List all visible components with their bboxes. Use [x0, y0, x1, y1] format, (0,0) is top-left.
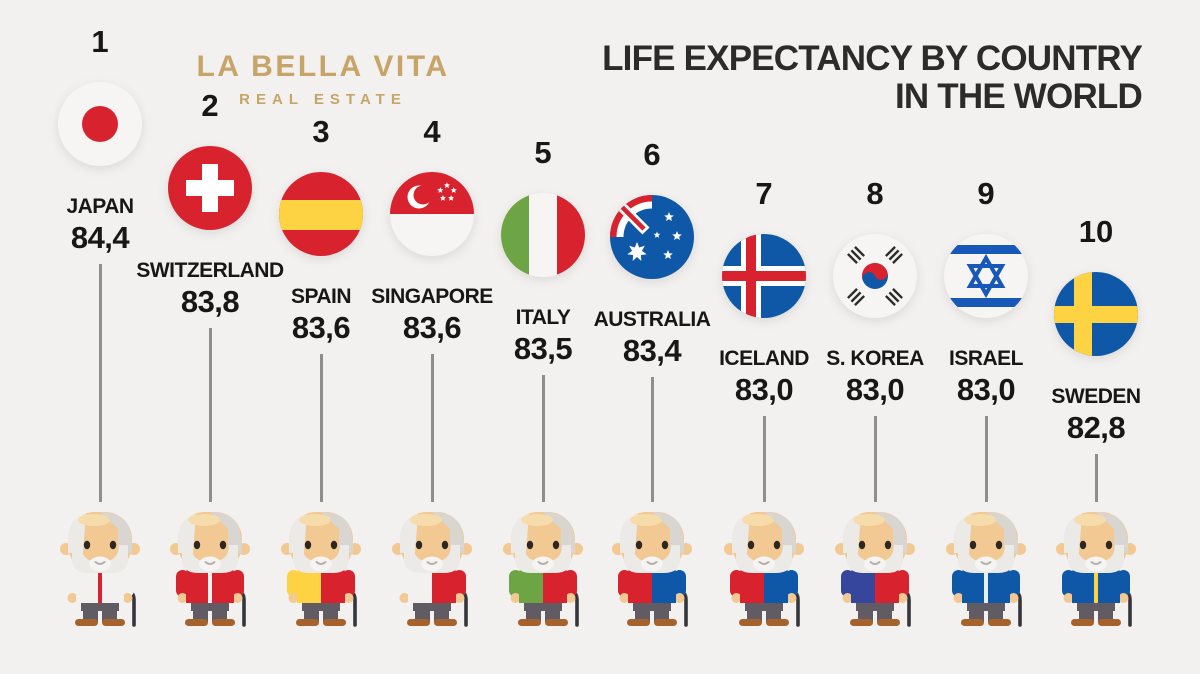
country-name: SPAIN	[290, 285, 352, 308]
country-column-italy: 5 ITALY 83,5	[463, 0, 623, 674]
australia-flag-icon	[610, 195, 694, 279]
country-name: SWEDEN	[1051, 385, 1141, 408]
elderly-man-icon	[493, 507, 593, 627]
rank-label: 7	[755, 176, 773, 211]
country-column-spain: 3 SPAIN 83,6	[241, 0, 401, 674]
country-name: S. KOREA	[826, 347, 924, 370]
israel-flag-icon	[944, 234, 1028, 318]
country-name: ISRAEL	[948, 347, 1024, 370]
country-name: JAPAN	[66, 195, 134, 218]
rank-label: 10	[1078, 214, 1114, 249]
iceland-flag-icon	[722, 234, 806, 318]
country-column-singapore: 4 SINGAPORE 83,6	[352, 0, 512, 674]
life-expectancy-value: 82,8	[1066, 410, 1126, 445]
brand-name: LA BELLA VITA	[196, 50, 450, 83]
life-expectancy-value: 83,8	[180, 284, 240, 319]
title-line-2: IN THE WORLD	[894, 77, 1143, 116]
japan-flag-icon	[58, 82, 142, 166]
country-name: AUSTRALIA	[593, 308, 711, 331]
connector-line	[984, 416, 988, 502]
country-name: SWITZERLAND	[136, 259, 284, 282]
singapore-flag-icon	[390, 172, 474, 256]
spain-flag-icon	[279, 172, 363, 256]
country-column-sweden: 10 SWEDEN 82,8	[1016, 0, 1176, 674]
country-column-s-korea: 8 S. KOREA 83,0	[795, 0, 955, 674]
life-expectancy-value: 83,4	[622, 333, 682, 368]
elderly-man-icon	[825, 507, 925, 627]
elderly-man-icon	[1046, 507, 1146, 627]
switzerland-flag-icon	[168, 146, 252, 230]
connector-line	[1094, 454, 1098, 502]
connector-line	[762, 416, 766, 502]
connector-line	[98, 264, 102, 502]
rank-label: 3	[312, 114, 330, 149]
elderly-man-icon	[714, 507, 814, 627]
life-expectancy-value: 83,5	[513, 331, 573, 366]
rank-label: 5	[534, 135, 552, 170]
elderly-man-icon	[271, 507, 371, 627]
life-expectancy-value: 83,6	[402, 310, 462, 345]
country-column-iceland: 7 ICELAND 83,0	[684, 0, 844, 674]
title-line-1: LIFE EXPECTANCY BY COUNTRY	[602, 39, 1143, 78]
brand-logo: LA BELLA VITA REAL ESTATE	[170, 50, 476, 108]
italy-flag-icon	[501, 193, 585, 277]
connector-line	[208, 328, 212, 502]
country-column-japan: 1 JAPAN 84,4	[20, 0, 180, 674]
elderly-man-icon	[160, 507, 260, 627]
country-name: ITALY	[515, 306, 571, 329]
elderly-man-icon	[382, 507, 482, 627]
rank-label: 6	[643, 137, 661, 172]
connector-line	[541, 375, 545, 502]
country-column-switzerland: 2 SWITZERLAND 83,8	[130, 0, 290, 674]
rank-label: 1	[91, 24, 109, 59]
country-name: ICELAND	[719, 347, 809, 370]
life-expectancy-value: 83,0	[956, 372, 1016, 407]
rank-label: 8	[866, 176, 884, 211]
life-expectancy-value: 83,6	[291, 310, 351, 345]
elderly-man-icon	[936, 507, 1036, 627]
brand-subtitle: REAL ESTATE	[239, 91, 407, 108]
life-expectancy-value: 83,0	[845, 372, 905, 407]
connector-line	[319, 354, 323, 502]
sweden-flag-icon	[1054, 272, 1138, 356]
elderly-man-icon	[50, 507, 150, 627]
rank-label: 9	[977, 176, 995, 211]
rank-label: 2	[201, 88, 219, 123]
connector-line	[650, 377, 654, 502]
skorea-flag-icon	[833, 234, 917, 318]
country-column-israel: 9 ISRAEL 83,0	[906, 0, 1066, 674]
page-title: LIFE EXPECTANCY BY COUNTRY IN THE WORLD	[602, 39, 1143, 116]
country-name: SINGAPORE	[371, 285, 493, 308]
rank-label: 4	[423, 114, 441, 149]
country-column-australia: 6 AUSTRALIA 83,4	[572, 0, 732, 674]
elderly-man-icon	[602, 507, 702, 627]
connector-line	[430, 354, 434, 502]
life-expectancy-value: 83,0	[734, 372, 794, 407]
connector-line	[873, 416, 877, 502]
life-expectancy-value: 84,4	[70, 220, 130, 255]
